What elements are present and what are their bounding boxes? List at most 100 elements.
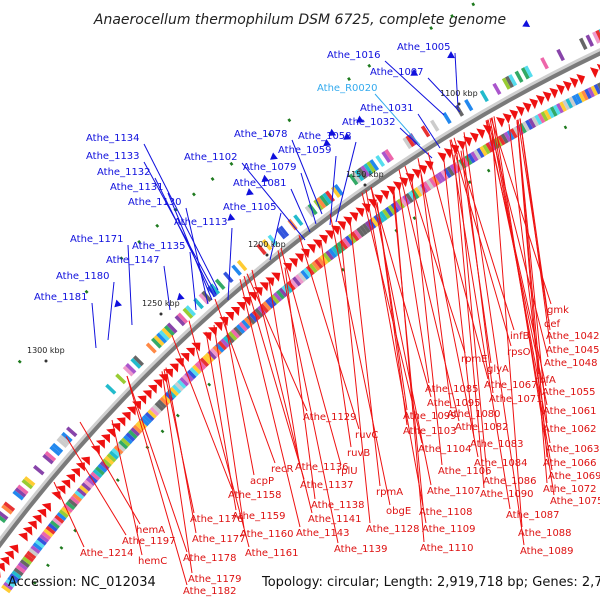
leader-line — [269, 212, 282, 261]
leader-line — [384, 60, 445, 116]
cog-color-band — [144, 411, 155, 422]
gene-label: Athe_1134 — [86, 133, 140, 144]
outer-color-band — [14, 487, 27, 498]
forward-cds-arrow — [22, 526, 33, 536]
leader-line — [290, 188, 311, 233]
outer-color-band — [520, 67, 530, 80]
leader-line — [399, 127, 433, 159]
outer-color-band — [354, 169, 365, 182]
forward-cds-arrow — [9, 544, 19, 554]
outer-color-band — [125, 362, 137, 374]
gc-mark — [486, 168, 491, 173]
cog-color-band — [189, 367, 199, 377]
reverse-cds-arrow — [328, 128, 337, 136]
leader-line — [449, 139, 511, 510]
forward-cds-arrow — [418, 164, 428, 175]
cog-color-band — [289, 278, 299, 289]
forward-cds-arrow — [259, 282, 269, 292]
outer-color-band — [223, 271, 234, 283]
cog-color-band — [500, 133, 509, 144]
leader-line — [491, 133, 523, 528]
forward-cds-arrow — [312, 239, 322, 249]
cog-color-band — [292, 276, 302, 287]
cog-color-band — [467, 153, 476, 164]
cog-color-band — [590, 85, 599, 96]
outer-color-band — [51, 442, 64, 454]
cog-color-band — [176, 379, 187, 389]
gene-label: Athe_1083 — [470, 439, 524, 450]
leader-line — [126, 375, 188, 553]
kbp-tick — [159, 312, 163, 316]
cog-color-band — [154, 401, 165, 412]
outer-color-band — [174, 315, 186, 327]
cog-color-band — [311, 261, 321, 272]
leader-line — [443, 160, 475, 439]
gene-label: acpP — [250, 476, 274, 487]
gene-label: Athe_1045 — [546, 345, 600, 356]
outer-color-band — [508, 74, 518, 87]
gene-labels: Athe_1005 Athe_1016 Athe_1007 Athe_R0020 Ath… — [34, 42, 600, 597]
cog-color-band — [262, 301, 272, 311]
cog-color-band — [217, 340, 228, 351]
cog-color-band — [434, 173, 443, 184]
cog-color-band — [63, 503, 74, 513]
forward-cds-arrow — [509, 109, 519, 121]
forward-cds-arrow — [0, 556, 10, 566]
gc-mark — [191, 192, 196, 197]
gene-label: Athe_1066 — [543, 458, 597, 469]
gc-mark — [267, 132, 272, 137]
cog-color-band — [202, 354, 212, 365]
gene-label: Athe_1108 — [419, 507, 473, 518]
outer-color-band — [164, 324, 175, 337]
gene-label: ruvB — [347, 448, 370, 459]
cog-color-band — [485, 142, 494, 153]
leader-line — [239, 279, 301, 528]
outer-color-band — [42, 453, 54, 465]
cog-color-band — [157, 399, 167, 409]
gene-label: Athe_1067 — [484, 380, 538, 391]
leader-line — [65, 436, 127, 536]
forward-cds-arrow — [306, 243, 316, 254]
outer-color-band — [595, 29, 600, 42]
cog-color-band — [254, 307, 264, 318]
reverse-cds-arrow — [356, 115, 364, 123]
cog-color-band — [537, 112, 546, 124]
cog-color-band — [125, 432, 136, 442]
cog-color-band — [30, 545, 41, 554]
leader-line — [241, 162, 306, 241]
cog-color-band — [13, 567, 24, 577]
leader-line — [171, 335, 233, 490]
cog-color-band — [123, 434, 133, 445]
leader-line — [243, 275, 305, 480]
gc-mark — [471, 2, 476, 7]
leader-line — [214, 298, 276, 464]
cog-color-band — [74, 490, 85, 500]
gene-label: Athe_1072 — [543, 484, 597, 495]
cog-color-band — [92, 468, 103, 479]
leader-line — [189, 251, 197, 311]
cog-color-band — [69, 495, 80, 505]
kbp-tick — [363, 183, 367, 187]
cog-color-band — [106, 453, 117, 463]
kbp-label: 1100 kbp — [440, 89, 478, 98]
kbp-tick — [44, 359, 48, 363]
forward-cds-arrow — [147, 384, 157, 394]
summary-text: Topology: circular; Length: 2,919,718 bp… — [261, 575, 600, 590]
forward-cds-arrow — [36, 508, 47, 518]
genome-backbone — [0, 51, 600, 549]
leader-line — [453, 154, 485, 489]
gc-mark — [84, 289, 89, 294]
cog-color-band — [278, 287, 288, 298]
outer-color-band — [166, 322, 178, 334]
cog-color-band — [97, 463, 108, 473]
forward-cds-arrow — [169, 363, 179, 373]
forward-cds-arrow — [443, 148, 453, 159]
gc-mark — [207, 382, 212, 387]
gene-label: ruvC — [355, 430, 378, 441]
leader-line — [53, 481, 85, 548]
cog-color-band — [7, 576, 18, 585]
gc-mark — [17, 359, 22, 364]
cog-color-band — [556, 102, 564, 114]
cog-color-band — [497, 135, 506, 146]
